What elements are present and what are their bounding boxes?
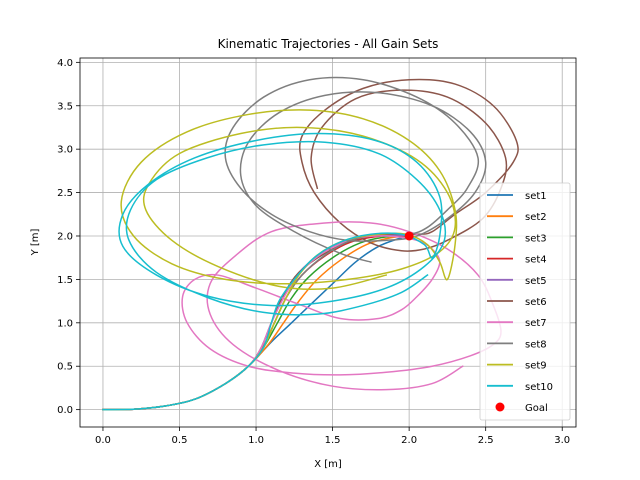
legend: set1 set2 set3 set4 set5 set6 set7 set8 set9 set1… xyxy=(479,182,571,421)
y-tick-label: 0.5 xyxy=(57,362,73,373)
legend-label-set7: set7 xyxy=(525,318,547,329)
x-tick-label: 2.5 xyxy=(478,435,494,446)
legend-label-set2: set2 xyxy=(525,212,547,223)
legend-label-set4: set4 xyxy=(525,255,547,266)
legend-label-set8: set8 xyxy=(525,339,547,350)
chart-title: Kinematic Trajectories - All Gain Sets xyxy=(218,37,439,51)
series-lines xyxy=(102,76,519,411)
y-tick-label: 3.5 xyxy=(57,101,73,112)
x-tick-label: 0.0 xyxy=(95,435,111,446)
y-tick-label: 4.0 xyxy=(57,58,73,69)
x-tick-label: 1.0 xyxy=(248,435,264,446)
ticks: 0.0 0.5 1.0 1.5 2.0 2.5 3.0 0.0 0.5 1.0 1.5 2.0 2.5 3… xyxy=(57,58,570,446)
legend-label-set3: set3 xyxy=(525,233,547,244)
goal-marker xyxy=(404,231,414,241)
y-tick-label: 1.5 xyxy=(57,275,73,286)
y-tick-label: 3.0 xyxy=(57,145,73,156)
legend-label-goal: Goal xyxy=(525,403,548,414)
y-axis-label: Y [m] xyxy=(30,228,41,256)
axes-frame xyxy=(79,57,577,428)
x-tick-label: 3.0 xyxy=(554,435,570,446)
series-line-set10 xyxy=(102,132,447,411)
y-tick-label: 2.5 xyxy=(57,188,73,199)
y-tick-label: 1.0 xyxy=(57,318,73,329)
x-axis-label: X [m] xyxy=(314,459,342,470)
legend-label-set6: set6 xyxy=(525,297,547,308)
goal-marker-layer xyxy=(404,231,414,241)
legend-items: set1 set2 set3 set4 set5 set6 set7 set8 set9 set1… xyxy=(487,191,553,414)
series-line-set9 xyxy=(102,109,458,411)
legend-swatch-goal xyxy=(495,402,505,412)
legend-label-set9: set9 xyxy=(525,361,547,372)
legend-label-set5: set5 xyxy=(525,276,547,287)
y-tick-label: 0.0 xyxy=(57,405,73,416)
x-tick-label: 0.5 xyxy=(172,435,188,446)
legend-label-set1: set1 xyxy=(525,191,547,202)
legend-box xyxy=(479,182,571,421)
x-tick-label: 2.0 xyxy=(401,435,417,446)
y-tick-label: 2.0 xyxy=(57,231,73,242)
legend-label-set10: set10 xyxy=(525,382,553,393)
x-tick-label: 1.5 xyxy=(325,435,341,446)
